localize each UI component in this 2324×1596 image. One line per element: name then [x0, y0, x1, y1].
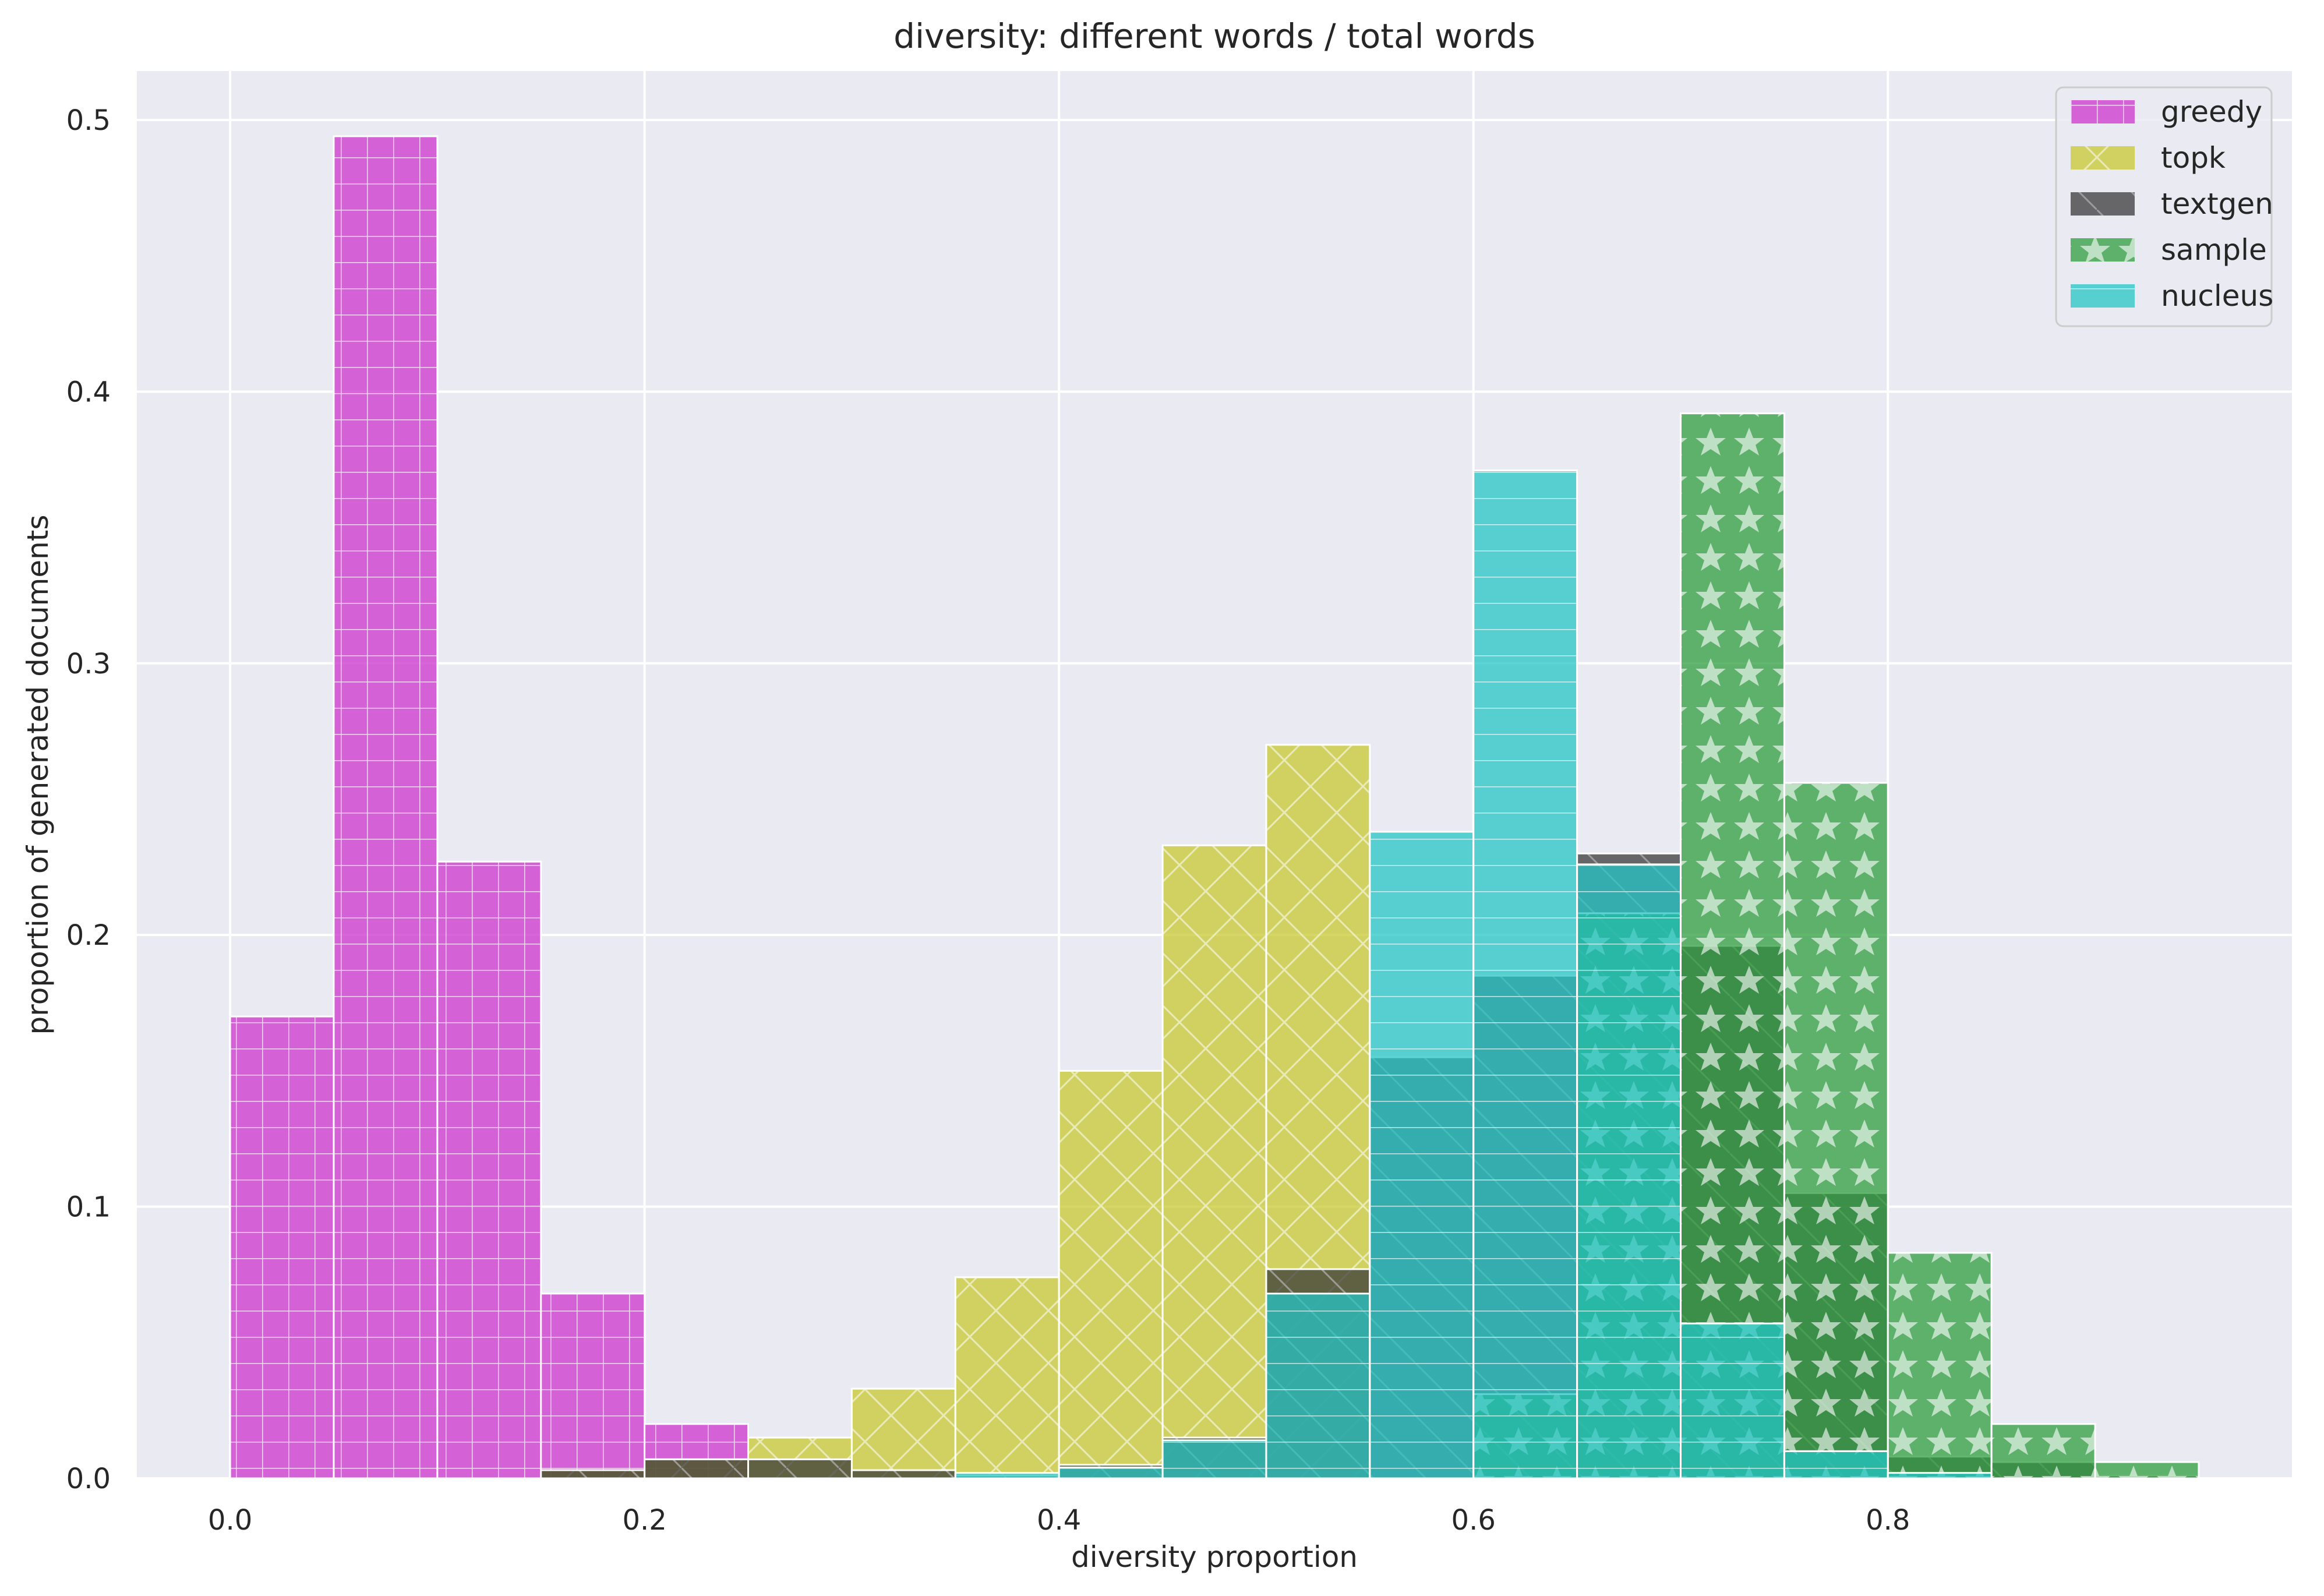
y-axis-label: proportion of generated documents [21, 515, 55, 1035]
x-tick-label: 0.4 [1037, 1504, 1081, 1537]
series-nucleus [954, 469, 1993, 1480]
x-axis-label: diversity proportion [1071, 1540, 1358, 1574]
bar-hatch-sample [1680, 413, 1785, 1478]
legend: greedy topk textgen sample nucleus [2055, 86, 2273, 327]
bar-hatch-topk [1059, 1071, 1163, 1478]
bar-hatch-greedy [437, 861, 541, 1478]
legend-swatch-hatch [2071, 284, 2135, 308]
bar-hatch-sample [1784, 782, 1888, 1478]
y-tick-label: 0.3 [66, 648, 111, 680]
y-tick-label: 0.2 [66, 919, 111, 952]
legend-item-textgen: textgen [2071, 187, 2273, 221]
legend-item-nucleus: nucleus [2071, 279, 2273, 313]
x-tick-label: 0.0 [208, 1504, 252, 1537]
bar-hatch-nucleus [1473, 470, 1577, 1479]
bar-hatch-nucleus [1577, 864, 1681, 1478]
legend-item-sample: sample [2071, 233, 2267, 267]
bar-hatch-textgen [541, 1470, 645, 1478]
x-tick-label: 0.8 [1866, 1504, 1910, 1537]
y-tick-label: 0.1 [66, 1191, 111, 1224]
y-tick-label: 0.5 [66, 104, 111, 137]
bar-hatch-greedy [333, 136, 437, 1478]
bar-hatch-topk [852, 1389, 956, 1478]
x-tick-label: 0.6 [1451, 1504, 1496, 1537]
bar-hatch-nucleus [1059, 1467, 1163, 1478]
bar-hatch-sample [2095, 1462, 2199, 1478]
histogram-bars [229, 135, 2200, 1480]
bar-hatch-textgen [852, 1470, 956, 1478]
legend-swatch-hatch [2071, 146, 2135, 170]
bar-hatch-topk [955, 1277, 1059, 1478]
legend-swatch-hatch [2071, 100, 2135, 123]
bar-hatch-topk [1163, 845, 1266, 1478]
legend-item-greedy: greedy [2071, 95, 2262, 129]
legend-swatch-hatch [2071, 192, 2135, 216]
y-tick-label: 0.4 [66, 376, 111, 408]
legend-label: nucleus [2161, 279, 2273, 313]
bar-hatch-nucleus [1680, 1323, 1785, 1478]
legend-swatch-hatch [2071, 238, 2135, 262]
legend-label: topk [2161, 141, 2226, 175]
x-tick-label: 0.2 [622, 1504, 666, 1537]
chart-title: diversity: different words / total words [893, 16, 1535, 56]
series-greedy [229, 135, 750, 1480]
legend-label: greedy [2161, 95, 2262, 129]
bar-hatch-nucleus [1266, 1293, 1370, 1478]
legend-label: textgen [2161, 187, 2273, 221]
bar-hatch-sample [1888, 1252, 1992, 1478]
bar-hatch-textgen [644, 1459, 748, 1478]
bar-hatch-nucleus [1369, 831, 1474, 1478]
legend-label: sample [2161, 233, 2267, 267]
axis-ticks: 0.0 0.2 0.4 0.6 0.8 0.0 0.1 0.2 0.3 0.4 0.5 [66, 104, 1910, 1537]
bar-hatch-nucleus [1784, 1451, 1888, 1478]
legend-item-topk: topk [2071, 141, 2226, 175]
y-tick-label: 0.0 [66, 1463, 111, 1495]
bar-hatch-greedy [230, 1016, 334, 1478]
bar-hatch-nucleus [1163, 1440, 1266, 1478]
bar-hatch-sample [1991, 1424, 2096, 1478]
bar-hatch-greedy [541, 1293, 645, 1478]
bar-hatch-nucleus [1888, 1473, 1992, 1478]
bar-hatch-nucleus [955, 1473, 1059, 1478]
bar-hatch-textgen [748, 1459, 852, 1478]
